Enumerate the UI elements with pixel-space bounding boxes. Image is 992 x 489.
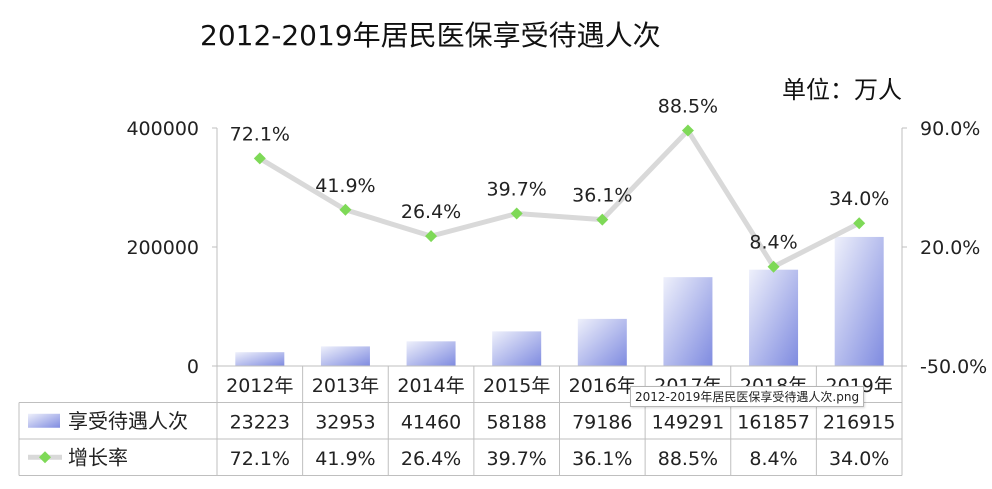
table-cell-count: 23223 (230, 412, 290, 434)
table-cell-rate: 72.1% (230, 448, 290, 470)
category-label: 2016年 (569, 375, 636, 397)
data-label: 8.4% (749, 232, 797, 254)
data-label: 26.4% (401, 201, 461, 223)
right-axis-tick-label: 20.0% (920, 237, 980, 259)
category-label: 2012年 (226, 375, 293, 397)
left-axis-tick-label: 400000 (126, 118, 199, 140)
table-cell-count: 216915 (823, 412, 896, 434)
right-axis-tick-label: -50.0% (920, 356, 987, 378)
table-cell-count: 32953 (315, 412, 375, 434)
table-cell-rate: 88.5% (658, 448, 718, 470)
data-label: 41.9% (315, 175, 375, 197)
line-marker (510, 207, 523, 220)
line-marker (425, 230, 438, 243)
table-cell-rate: 39.7% (487, 448, 547, 470)
line-marker (767, 260, 780, 273)
line-marker (681, 124, 694, 137)
bar (492, 331, 542, 366)
left-axis-tick-label: 200000 (126, 237, 199, 259)
bar (577, 318, 627, 366)
table-cell-rate: 8.4% (749, 448, 797, 470)
bar (235, 352, 285, 366)
line-marker (253, 152, 266, 165)
legend-key-marker (39, 451, 51, 464)
bar (320, 346, 370, 366)
line-marker (853, 217, 866, 230)
chart-title: 2012-2019年居民医保享受待遇人次 (200, 19, 661, 52)
left-axis-tick-label: 0 (187, 356, 199, 378)
unit-label: 单位：万人 (782, 76, 902, 104)
bar (406, 341, 456, 366)
table-cell-count: 79186 (572, 412, 632, 434)
growth-rate-line (258, 128, 861, 270)
data-label: 39.7% (487, 179, 547, 201)
category-label: 2013年 (312, 375, 379, 397)
data-label: 34.0% (829, 188, 889, 210)
data-label: 36.1% (572, 185, 632, 207)
bar (834, 236, 884, 366)
table-cell-rate: 26.4% (401, 448, 461, 470)
legend-key-bar (28, 413, 60, 428)
category-label: 2014年 (397, 375, 464, 397)
category-label: 2015年 (483, 375, 550, 397)
data-label: 88.5% (658, 96, 718, 118)
table-cell-rate: 36.1% (572, 448, 632, 470)
table-cell-rate: 41.9% (315, 448, 375, 470)
table-cell-count: 149291 (652, 412, 725, 434)
table-cell-count: 161857 (737, 412, 810, 434)
table-cell-count: 58188 (486, 412, 546, 434)
bar (749, 269, 799, 366)
table-cell-rate: 34.0% (829, 448, 889, 470)
legend-label-rate: 增长率 (68, 445, 128, 469)
line-marker (339, 203, 352, 216)
legend-label-count: 享受待遇人次 (68, 409, 188, 433)
right-axis-tick-label: 90.0% (920, 118, 980, 140)
table-cell-count: 41460 (401, 412, 461, 434)
bar (663, 277, 713, 366)
file-tooltip: 2012-2019年居民医保享受待遇人次.png (630, 386, 865, 407)
data-label: 72.1% (230, 123, 290, 145)
line-marker (596, 213, 609, 226)
